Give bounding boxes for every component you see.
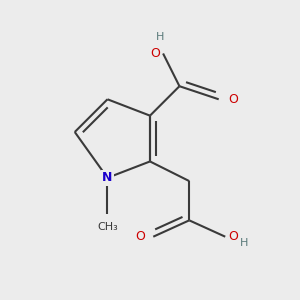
Text: N: N — [102, 171, 113, 184]
Text: CH₃: CH₃ — [97, 222, 118, 232]
Text: O: O — [150, 47, 160, 60]
Text: H: H — [156, 32, 164, 42]
Text: O: O — [229, 230, 238, 243]
Text: H: H — [240, 238, 248, 248]
Text: O: O — [228, 93, 238, 106]
Text: O: O — [135, 230, 145, 243]
